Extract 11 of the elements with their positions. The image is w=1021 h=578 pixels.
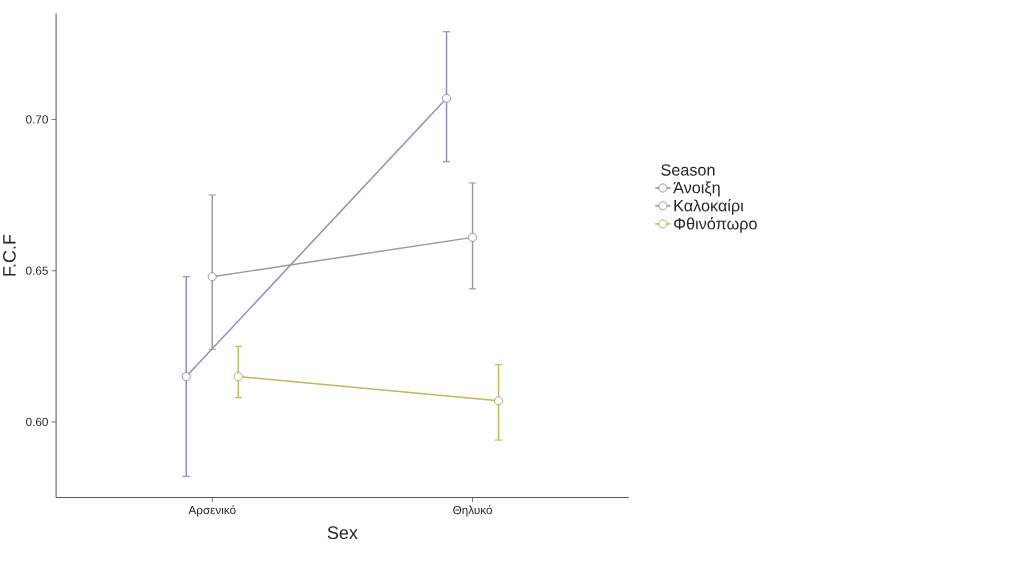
legend-label: Φθινόπωρο xyxy=(674,217,757,233)
y-axis-title: F.C.F xyxy=(3,234,16,276)
x-axis-title: Sex xyxy=(327,526,358,540)
y-tick-label: 0.60 xyxy=(26,417,48,427)
x-tick-label: Θηλυκό xyxy=(453,505,492,517)
legend-label: Άνοιξη xyxy=(673,181,720,197)
x-tick-label: Αρσενικό xyxy=(188,505,236,517)
y-tick-label: 0.70 xyxy=(26,115,48,124)
legend-title: Season xyxy=(661,164,715,176)
y-tick-label: 0.65 xyxy=(26,266,48,275)
legend-label: Καλοκαίρι xyxy=(674,199,744,215)
